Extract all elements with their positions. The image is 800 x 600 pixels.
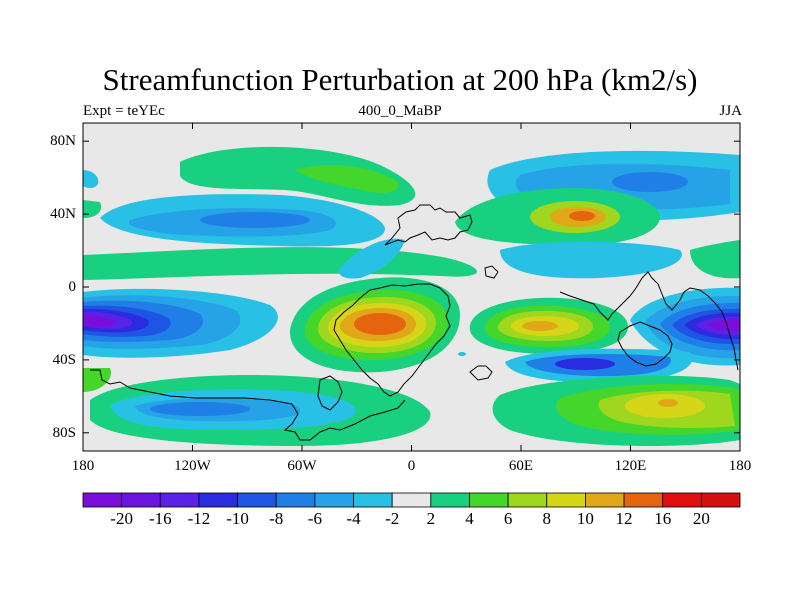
colorbar-box (700, 492, 741, 508)
colorbar-label: -8 (269, 509, 284, 528)
colorbar-box (546, 492, 586, 508)
lon-label-120w: 120W (174, 458, 211, 474)
colorbar-box (121, 492, 161, 508)
colorbar-box (314, 492, 354, 508)
contour-band (500, 241, 682, 279)
colorbar-box (275, 492, 316, 508)
coastline-southern-continent (90, 369, 406, 441)
colorbar-box (353, 492, 393, 508)
coastlines (90, 204, 739, 441)
lon-label-60e: 60E (508, 458, 534, 474)
colorbar-box (662, 492, 702, 508)
lon-label-180e: 180 (728, 458, 752, 474)
contour-band (690, 240, 740, 279)
colorbar-label: 4 (465, 509, 474, 528)
contour-band (354, 313, 406, 335)
contour-field (83, 146, 740, 446)
colorbar-label: -6 (307, 509, 322, 528)
coastline-south-asia (469, 365, 493, 381)
coastline-africa (333, 283, 451, 397)
lat-label-80n: 80N (50, 133, 76, 149)
colorbar-label: 8 (542, 509, 552, 528)
colorbar (82, 492, 741, 508)
colorbar-label: -4 (346, 509, 361, 528)
colorbar-label: -2 (385, 509, 400, 528)
lat-label-40n: 40N (50, 206, 76, 222)
colorbar-label: 12 (615, 509, 633, 528)
colorbar-label: 16 (654, 509, 672, 528)
lon-label-0: 0 (407, 458, 416, 474)
season-label: JJA (719, 103, 742, 119)
colorbar-box (198, 492, 238, 508)
colorbar-box (237, 492, 277, 508)
coastline-island (484, 265, 499, 279)
colorbar-label: 10 (576, 509, 594, 528)
contour-band (612, 172, 688, 192)
contour-band (83, 170, 99, 188)
contour-band (522, 321, 558, 331)
contour-band (555, 358, 615, 370)
lon-label-60w: 60W (287, 458, 317, 474)
colorbar-box (507, 492, 548, 508)
contour-band (658, 399, 678, 407)
colorbar-box (159, 492, 200, 508)
colorbar-label: -10 (226, 509, 249, 528)
colorbar-label: -16 (148, 509, 172, 528)
contour-band (83, 368, 111, 392)
plot-title: Streamfunction Perturbation at 200 hPa (… (102, 62, 698, 97)
contour-band (295, 165, 399, 194)
coastline-south-america (317, 375, 343, 411)
contour-band (569, 211, 595, 221)
colorbar-box (585, 492, 625, 508)
colorbar-label: 6 (503, 509, 513, 528)
lon-label-120e: 120E (614, 458, 647, 474)
coastline-east-asia (559, 271, 739, 371)
contour-band (339, 238, 405, 279)
colorbar-label: 20 (692, 509, 710, 528)
colorbar-label: -12 (187, 509, 211, 528)
lat-label-80s: 80S (52, 425, 76, 441)
colorbar-label: -20 (110, 509, 133, 528)
colorbar-box (391, 492, 432, 508)
experiment-label: Expt = teYEc (83, 103, 165, 119)
colorbar-box (430, 492, 470, 508)
colorbar-box (82, 492, 123, 508)
lon-label-180w: 180 (71, 458, 95, 474)
colorbar-box (469, 492, 509, 508)
coastline-america-europe (384, 204, 473, 246)
contour-band (706, 319, 740, 332)
contour-band (83, 200, 102, 218)
contour-band (180, 146, 416, 206)
lat-label-40s: 40S (52, 352, 76, 368)
contour-band (200, 212, 310, 228)
contour-band (83, 315, 116, 327)
colorbar-box (623, 492, 664, 508)
lat-label-eq: 0 (68, 279, 77, 295)
contour-band (458, 352, 466, 356)
coastline-australia (617, 321, 673, 367)
axis-ticks (83, 123, 740, 451)
contour-band (150, 402, 250, 416)
period-label: 400_0_MaBP (358, 103, 442, 119)
colorbar-label: 2 (426, 509, 436, 528)
